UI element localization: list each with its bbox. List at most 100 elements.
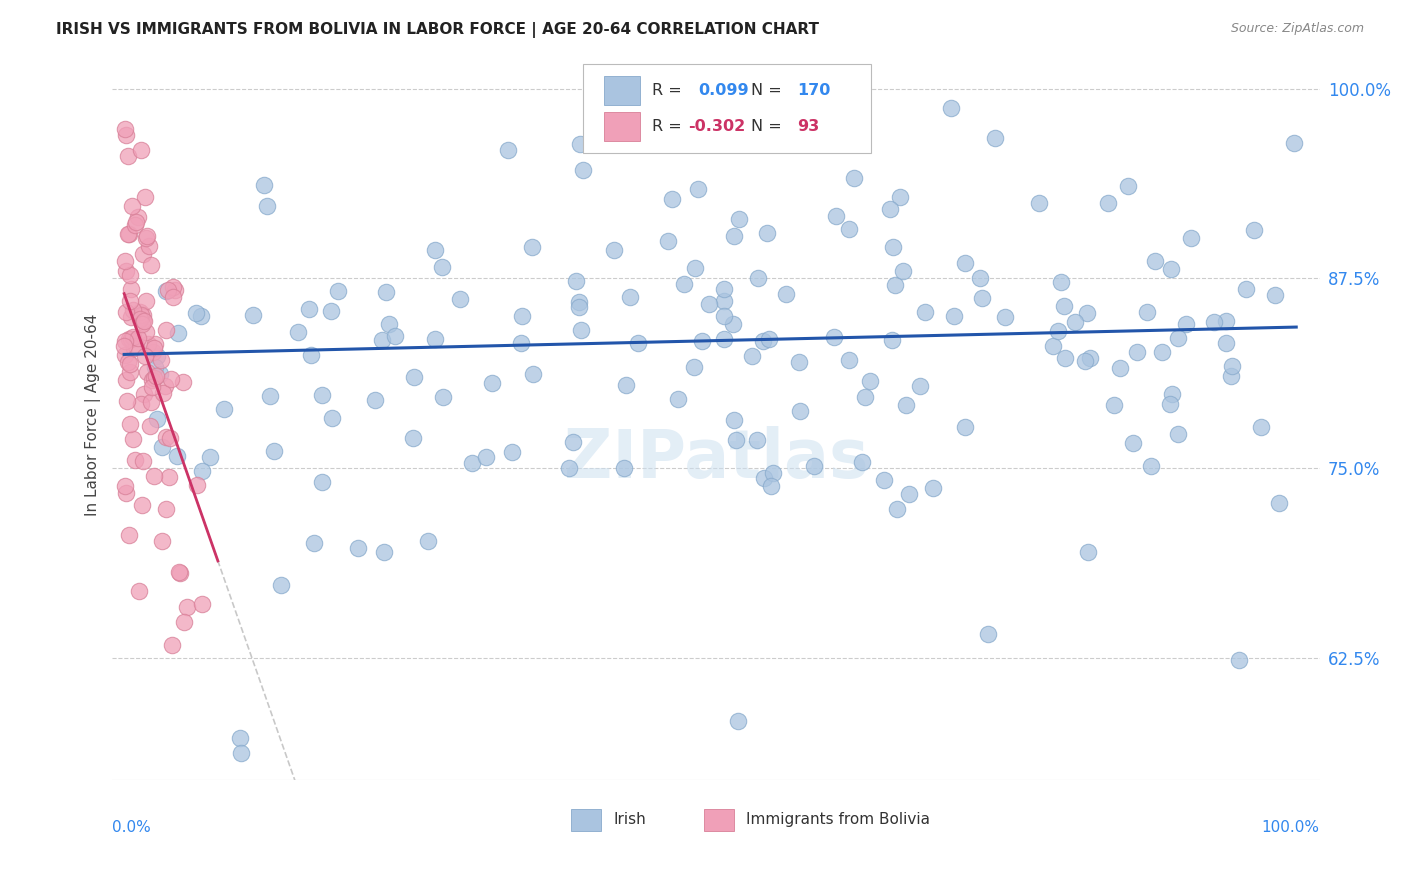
Point — [882, 240, 904, 254]
Point — [1109, 361, 1132, 376]
Point — [859, 375, 882, 389]
Point — [430, 260, 453, 274]
Point — [474, 450, 496, 464]
Point — [1102, 398, 1125, 412]
Point — [114, 304, 136, 318]
Text: R =: R = — [652, 119, 688, 134]
Point — [977, 627, 1000, 641]
Point — [1042, 338, 1064, 352]
Point — [1220, 359, 1243, 374]
Text: 0.099: 0.099 — [697, 83, 748, 98]
Point — [572, 163, 595, 178]
Point — [114, 122, 136, 136]
Point — [129, 397, 152, 411]
Point — [117, 355, 139, 369]
Point — [1180, 231, 1202, 245]
Point — [139, 395, 162, 409]
Point — [155, 502, 177, 516]
Point — [1264, 288, 1286, 302]
Point — [169, 566, 191, 580]
Point — [922, 482, 945, 496]
Point — [321, 410, 343, 425]
Point — [186, 306, 208, 320]
Point — [118, 227, 141, 241]
Point — [1227, 652, 1250, 666]
Point — [253, 178, 276, 192]
Text: -0.302: -0.302 — [689, 119, 745, 134]
Point — [1077, 545, 1099, 559]
Point — [803, 459, 825, 474]
Point — [127, 210, 149, 224]
Text: ZIPatlas: ZIPatlas — [564, 425, 869, 491]
Point — [914, 305, 936, 319]
Point — [1282, 136, 1305, 151]
Point — [311, 388, 333, 402]
Point — [263, 444, 285, 458]
Point — [135, 325, 157, 339]
Point — [128, 312, 150, 326]
Point — [122, 303, 145, 318]
Point — [114, 348, 136, 362]
Point — [657, 234, 679, 248]
Point — [1160, 387, 1182, 401]
Point — [983, 131, 1005, 145]
Point — [191, 465, 214, 479]
Point — [370, 333, 392, 347]
Point — [145, 359, 167, 374]
Point — [167, 326, 190, 340]
Point — [522, 368, 544, 382]
Point — [165, 283, 187, 297]
Point — [155, 323, 177, 337]
Point — [132, 387, 155, 401]
Point — [510, 335, 533, 350]
Point — [619, 290, 641, 304]
Point — [114, 128, 136, 142]
Point — [432, 391, 454, 405]
Point — [155, 284, 177, 298]
Point — [501, 444, 523, 458]
Point — [128, 584, 150, 599]
Point — [1097, 196, 1119, 211]
Point — [150, 533, 173, 548]
Point — [1167, 331, 1189, 345]
Point — [425, 332, 447, 346]
Point — [229, 746, 252, 760]
Point — [1159, 397, 1181, 411]
Point — [120, 357, 142, 371]
FancyBboxPatch shape — [603, 76, 640, 105]
Point — [741, 349, 763, 363]
Point — [122, 341, 145, 355]
Point — [404, 369, 426, 384]
Point — [118, 417, 141, 431]
Point — [114, 486, 136, 500]
Point — [384, 328, 406, 343]
Point — [721, 317, 744, 331]
Point — [423, 243, 446, 257]
Point — [118, 528, 141, 542]
Point — [1234, 282, 1257, 296]
Point — [326, 284, 349, 298]
Point — [124, 452, 146, 467]
Point — [117, 393, 139, 408]
Point — [1053, 351, 1076, 365]
Text: 100.0%: 100.0% — [1261, 820, 1320, 835]
Point — [1028, 196, 1050, 211]
Point — [1243, 223, 1265, 237]
Point — [319, 303, 342, 318]
Point — [682, 359, 704, 374]
Point — [969, 270, 991, 285]
Point — [568, 300, 591, 314]
Point — [1215, 314, 1237, 328]
Point — [1064, 315, 1087, 329]
FancyBboxPatch shape — [704, 809, 734, 830]
Point — [853, 390, 876, 404]
Point — [716, 134, 738, 148]
Point — [214, 402, 236, 417]
Point — [614, 377, 637, 392]
Point — [124, 218, 146, 232]
Point — [142, 341, 165, 355]
Point — [127, 331, 149, 345]
Point — [787, 355, 810, 369]
Point — [120, 365, 142, 379]
FancyBboxPatch shape — [571, 809, 602, 830]
